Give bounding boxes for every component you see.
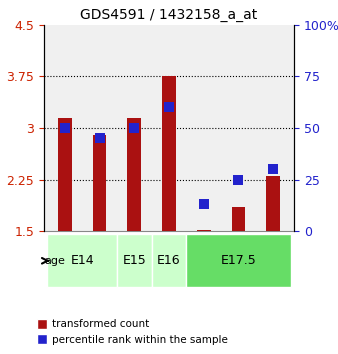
Text: E14: E14 (70, 254, 94, 267)
Bar (58, 118, 72, 231)
Point (131, 125, 137, 131)
FancyBboxPatch shape (152, 234, 186, 287)
Bar (197, 230, 211, 231)
Point (236, 177, 241, 183)
Point (97, 136, 102, 141)
Point (62, 125, 68, 131)
Bar (127, 118, 141, 231)
Point (166, 104, 172, 110)
Text: E17.5: E17.5 (221, 254, 256, 267)
Bar (93, 135, 106, 231)
Text: age: age (45, 256, 66, 266)
Bar (232, 207, 245, 231)
Text: E16: E16 (157, 254, 181, 267)
Text: E15: E15 (122, 254, 146, 267)
FancyBboxPatch shape (117, 234, 152, 287)
Point (201, 201, 207, 207)
FancyBboxPatch shape (186, 234, 291, 287)
Bar (162, 76, 176, 231)
Point (270, 166, 276, 172)
Legend: transformed count, percentile rank within the sample: transformed count, percentile rank withi… (32, 315, 232, 349)
FancyBboxPatch shape (47, 234, 117, 287)
Bar (266, 176, 280, 231)
Title: GDS4591 / 1432158_a_at: GDS4591 / 1432158_a_at (80, 8, 258, 22)
